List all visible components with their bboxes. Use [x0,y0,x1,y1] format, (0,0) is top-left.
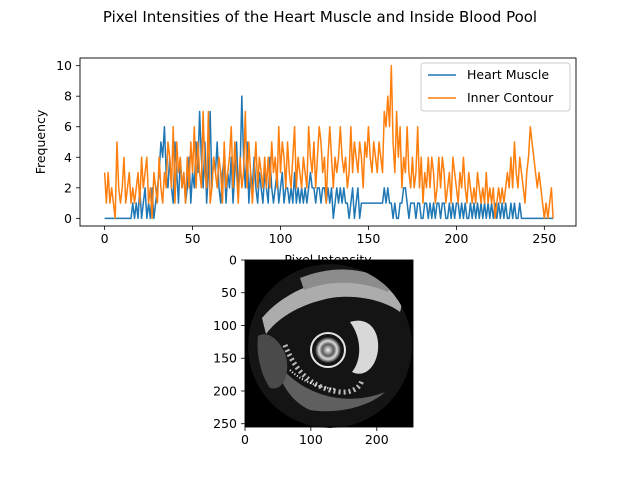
mri-image-ticks: 0 100 200 0 50 100 150 200 250 [213,253,389,448]
x-tick-label: 50 [185,231,201,246]
mri-image-panel: 0 100 200 0 50 100 150 200 250 [213,253,414,448]
image-y-tick-label: 50 [221,285,237,300]
image-y-tick-label: 100 [213,318,237,333]
line-chart-series-group [103,64,554,220]
y-tick-label: 8 [64,89,72,104]
mri-image-frame [244,259,414,428]
series-line-inner-contour [103,64,554,220]
mri-bright-edge [289,369,337,390]
image-y-tick-label: 200 [213,383,237,398]
legend-label-inner-contour: Inner Contour [467,90,554,105]
x-tick-label: 250 [532,231,556,246]
y-tick-label: 4 [64,150,72,165]
x-tick-label: 150 [357,231,381,246]
image-x-tick-label: 0 [241,432,249,447]
y-tick-label: 6 [64,119,72,134]
line-chart-ticks: 0 50 100 150 200 250 0 2 4 6 8 10 [56,58,556,246]
image-y-tick-label: 150 [213,351,237,366]
image-x-tick-label: 200 [365,432,389,447]
legend-box [420,62,571,112]
y-tick-label: 10 [56,58,72,73]
image-x-tick-label: 100 [299,432,323,447]
mri-right-organ [350,320,379,374]
legend-label-heart-muscle: Heart Muscle [467,67,549,82]
figure-title: Pixel Intensities of the Heart Muscle an… [103,8,537,26]
line-chart-ylabel: Frequency [33,109,48,174]
image-y-tick-label: 0 [229,253,237,268]
x-tick-label: 200 [444,231,468,246]
legend: Heart Muscle Inner Contour [420,62,571,112]
mri-lower-lung [275,360,385,412]
mri-upper-tissue [300,269,392,292]
x-tick-label: 100 [269,231,293,246]
mri-heart-ring [310,332,346,368]
mri-chest-wall [262,278,402,334]
mri-left-lung [257,334,288,389]
y-tick-label: 0 [64,211,72,226]
mri-heart-slice [248,264,412,428]
image-y-tick-label: 250 [213,416,237,431]
mri-heart [315,337,341,363]
x-tick-label: 0 [101,231,109,246]
mri-speckle-band [282,344,365,395]
series-line-heart-muscle [104,95,554,220]
y-tick-label: 2 [64,180,72,195]
